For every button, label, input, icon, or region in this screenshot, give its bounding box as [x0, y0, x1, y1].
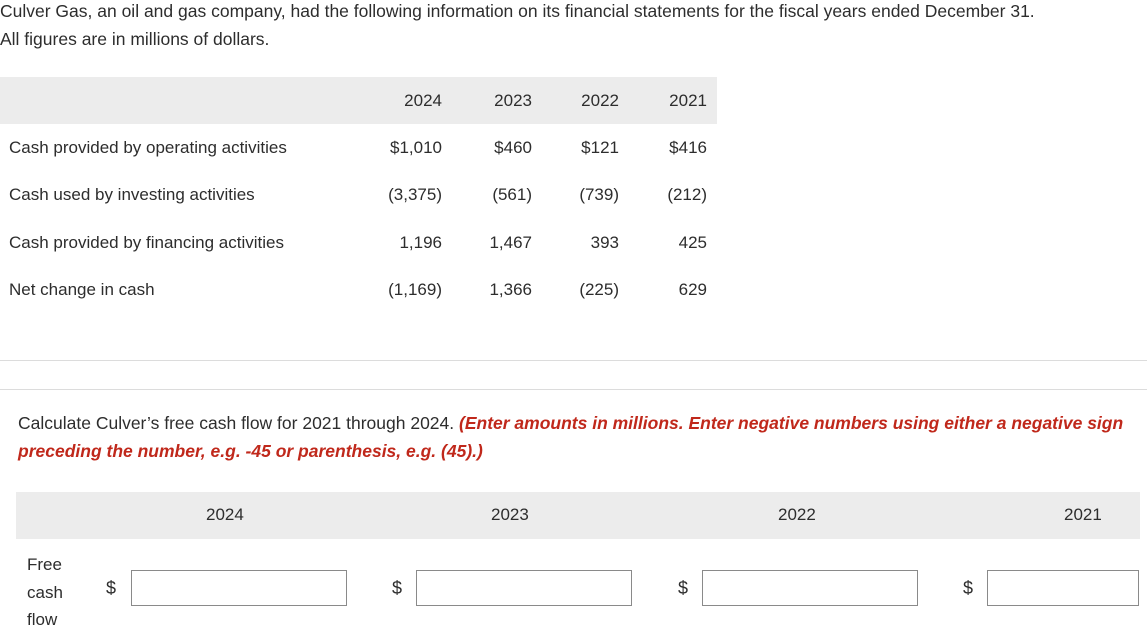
table-row: Cash provided by financing activities 1,…	[0, 219, 717, 267]
cash-flow-table: 2024 2023 2022 2021 Cash provided by ope…	[0, 77, 717, 314]
cell-value: (561)	[492, 185, 532, 205]
cash-flow-header-row: 2024 2023 2022 2021	[0, 77, 717, 124]
free-cash-flow-input-2023[interactable]	[416, 570, 632, 606]
cell-value: $416	[669, 137, 707, 157]
question-text: Calculate Culver’s free cash flow for 20…	[18, 413, 459, 433]
row-label: Cash provided by financing activities	[9, 232, 284, 252]
cell-value: $1,010	[390, 137, 442, 157]
cell-value: (1,169)	[388, 280, 442, 300]
year-header-2023: 2023	[494, 90, 532, 110]
cell-value: $121	[581, 137, 619, 157]
dollar-sign-2021: $	[963, 578, 974, 598]
row-label: Cash used by investing activities	[9, 185, 255, 205]
table-row: Net change in cash (1,169) 1,366 (225) 6…	[0, 267, 717, 315]
cell-value: $460	[494, 137, 532, 157]
year-header-2022: 2022	[581, 90, 619, 110]
cell-value: (212)	[667, 185, 707, 205]
free-cash-flow-input-2021[interactable]	[987, 570, 1139, 606]
year-header-2021: 2021	[669, 90, 707, 110]
free-cash-flow-input-2024[interactable]	[131, 570, 347, 606]
year-header-2024: 2024	[404, 90, 442, 110]
answer-year-2024: 2024	[206, 505, 244, 524]
intro-line-2: All figures are in millions of dollars.	[0, 29, 270, 49]
answer-year-2022: 2022	[778, 505, 816, 524]
free-cash-flow-input-2022[interactable]	[702, 570, 918, 606]
cell-value: 425	[678, 232, 707, 252]
divider-top	[0, 360, 1147, 361]
row-label: Net change in cash	[9, 280, 155, 300]
free-cash-flow-label: Free cash flow	[27, 555, 63, 629]
cell-value: 1,467	[489, 232, 532, 252]
answer-year-2023: 2023	[491, 505, 529, 524]
row-label: Cash provided by operating activities	[9, 137, 287, 157]
intro-line-1: Culver Gas, an oil and gas company, had …	[0, 1, 1035, 21]
dollar-sign-2024: $	[106, 578, 117, 598]
dollar-sign-2022: $	[678, 578, 689, 598]
cell-value: (225)	[579, 280, 619, 300]
table-row: Cash provided by operating activities $1…	[0, 124, 717, 172]
dollar-sign-2023: $	[392, 578, 403, 598]
cell-value: (739)	[579, 185, 619, 205]
question-prompt: Calculate Culver’s free cash flow for 20…	[18, 409, 1138, 465]
answer-year-2021: 2021	[1064, 505, 1102, 524]
cell-value: 1,366	[489, 280, 532, 300]
cell-value: 393	[590, 232, 619, 252]
table-row: Cash used by investing activities (3,375…	[0, 172, 717, 220]
cell-value: 629	[678, 280, 707, 300]
cell-value: (3,375)	[388, 185, 442, 205]
cell-value: 1,196	[399, 232, 442, 252]
question-instruction: (Enter amounts in millions. Enter negati…	[18, 413, 1124, 461]
divider-bottom	[0, 389, 1147, 390]
intro-text: Culver Gas, an oil and gas company, had …	[0, 0, 1147, 53]
answer-header-row: 2024 2023 2022 2021	[16, 492, 1140, 539]
